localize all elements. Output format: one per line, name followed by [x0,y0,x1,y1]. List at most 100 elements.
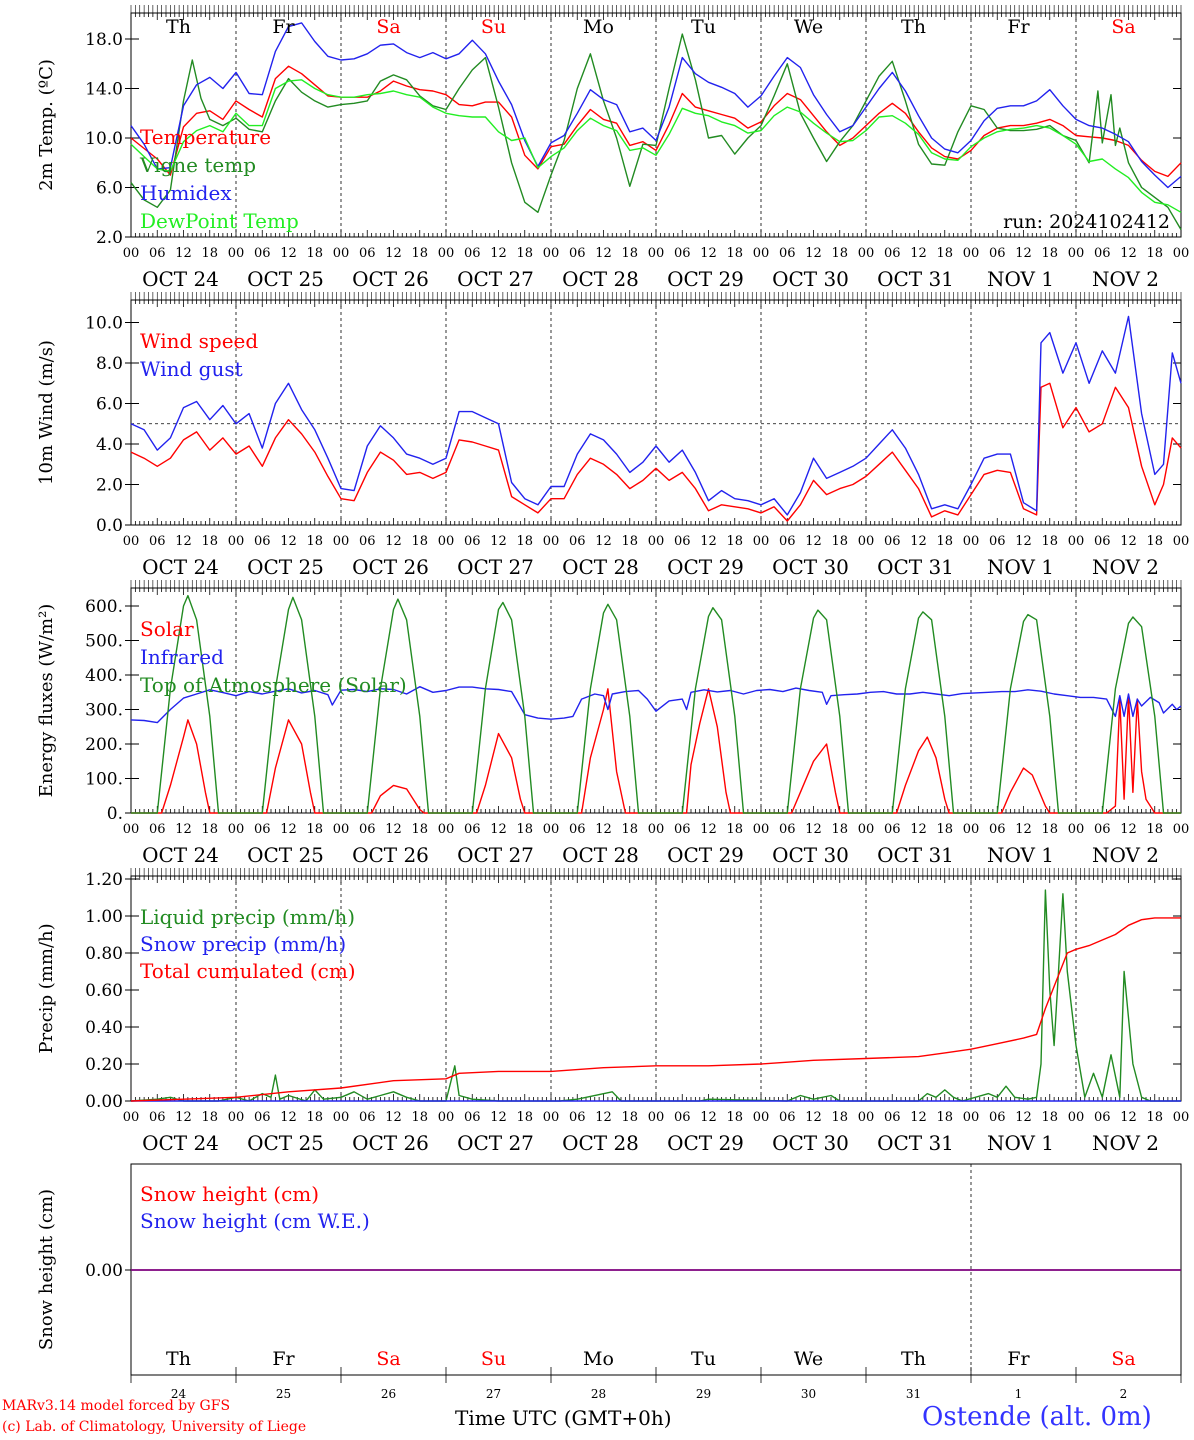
hour-label: 12 [595,822,612,837]
hour-label: 00 [333,534,350,549]
hour-label: 00 [123,822,140,837]
hour-label: 18 [831,822,848,837]
date-label: OCT 31 [877,555,954,579]
hour-label: 18 [201,246,218,261]
y-tick-label: 0.0 [96,516,123,536]
hour-label: 06 [569,246,586,261]
panel-1: 2.0 6.0 10.0 14.0 18.0 2m Temp. (ºC) Temperatu… [36,5,1189,291]
y-axis-title: Snow height (cm) [36,1189,57,1350]
hour-label: 18 [936,246,953,261]
hour-label: 06 [254,246,271,261]
series-line-top-of-atmosphere-solar- [131,594,1181,814]
hour-label: 00 [963,534,980,549]
hour-label: 18 [306,534,323,549]
hour-label: 12 [1015,1110,1032,1125]
y-tick-label: 0.00 [85,1092,123,1112]
hour-label: 00 [1068,534,1085,549]
date-label: OCT 27 [457,267,534,291]
date-label: NOV 1 [987,1131,1054,1155]
date-label: OCT 24 [142,843,219,867]
date-label: OCT 28 [562,1131,639,1155]
hour-label: 18 [1146,1110,1163,1125]
hour-label: 00 [228,534,245,549]
series-line-vigne-temp [130,33,1182,230]
y-tick-label: 14.0 [85,80,123,100]
hour-label: 12 [910,246,927,261]
legend-entry: Wind gust [140,357,243,381]
series-line-wind-speed [130,382,1182,522]
day-name-label: Th [166,1348,191,1370]
y-tick-label: 0.60 [85,981,123,1001]
hour-label: 18 [1041,246,1058,261]
panel-2: 0.0 2.0 4.0 6.0 8.0 10.0 10m Wind (m/s) Wind sp… [36,292,1189,579]
date-label: OCT 25 [247,267,324,291]
hour-label: 00 [648,822,665,837]
y-tick-label: 0.80 [85,944,123,964]
hour-label: 12 [1120,246,1137,261]
hour-label: 18 [831,246,848,261]
hour-label: 00 [753,1110,770,1125]
hour-label: 12 [280,1110,297,1125]
hour-label: 00 [648,534,665,549]
hour-label: 18 [936,1110,953,1125]
hour-label: 00 [753,822,770,837]
hour-label: 18 [411,822,428,837]
hour-label: 18 [1146,534,1163,549]
hour-label: 12 [385,822,402,837]
hour-label: 18 [936,534,953,549]
date-label: OCT 28 [562,267,639,291]
hour-label: 18 [306,246,323,261]
hour-label: 00 [1068,246,1085,261]
panel-4: 0.00 0.20 0.40 0.60 0.80 1.00 1.20 Precip (mm/h… [36,868,1189,1155]
hour-label: 18 [411,246,428,261]
date-label: OCT 31 [877,843,954,867]
date-label: OCT 30 [772,843,849,867]
hour-label: 00 [333,1110,350,1125]
hour-label: 06 [674,1110,691,1125]
day-number-label: 26 [381,1387,396,1401]
hour-label: 00 [963,822,980,837]
hour-label: 12 [385,1110,402,1125]
hour-label: 06 [989,822,1006,837]
hour-label: 18 [621,1110,638,1125]
y-tick-label: 2.0 [96,228,123,248]
series-line-wind-gust [130,315,1182,516]
day-name-label: Fr [272,1348,295,1370]
hour-label: 12 [700,822,717,837]
series-line-temperature [130,65,1182,178]
run-label: run: 2024102412 [1003,211,1170,233]
hour-label: 12 [700,534,717,549]
hour-label: 06 [779,1110,796,1125]
hour-label: 00 [543,534,560,549]
date-label: OCT 29 [667,1131,744,1155]
date-label: OCT 26 [352,267,429,291]
hour-label: 18 [201,822,218,837]
date-label: OCT 28 [562,555,639,579]
hour-label: 18 [831,534,848,549]
hour-label: 06 [1094,246,1111,261]
series-line-dewpoint-temp [130,79,1182,213]
hour-label: 12 [1015,822,1032,837]
hour-label: 12 [490,246,507,261]
hour-label: 18 [1041,822,1058,837]
hour-label: 00 [858,1110,875,1125]
hour-label: 12 [700,246,717,261]
hour-label: 00 [963,1110,980,1125]
series-line-total-cumulated-cm- [130,917,1181,1102]
hour-label: 12 [1015,246,1032,261]
y-axis-title: 10m Wind (m/s) [36,340,57,485]
y-tick-label: 8.0 [96,354,123,374]
y-tick-label: 1.00 [85,907,123,927]
hour-label: 06 [149,534,166,549]
date-label: NOV 2 [1092,843,1159,867]
day-name-label: Mo [583,1348,614,1370]
day-number-label: 28 [591,1387,606,1401]
series-line-solar [131,688,1181,814]
hour-label: 12 [280,534,297,549]
legend-entry: Solar [140,617,194,641]
hour-label: 06 [884,534,901,549]
hour-label: 06 [884,822,901,837]
date-label: OCT 28 [562,843,639,867]
hour-label: 06 [884,246,901,261]
legend-entry: DewPoint Temp [140,209,299,233]
